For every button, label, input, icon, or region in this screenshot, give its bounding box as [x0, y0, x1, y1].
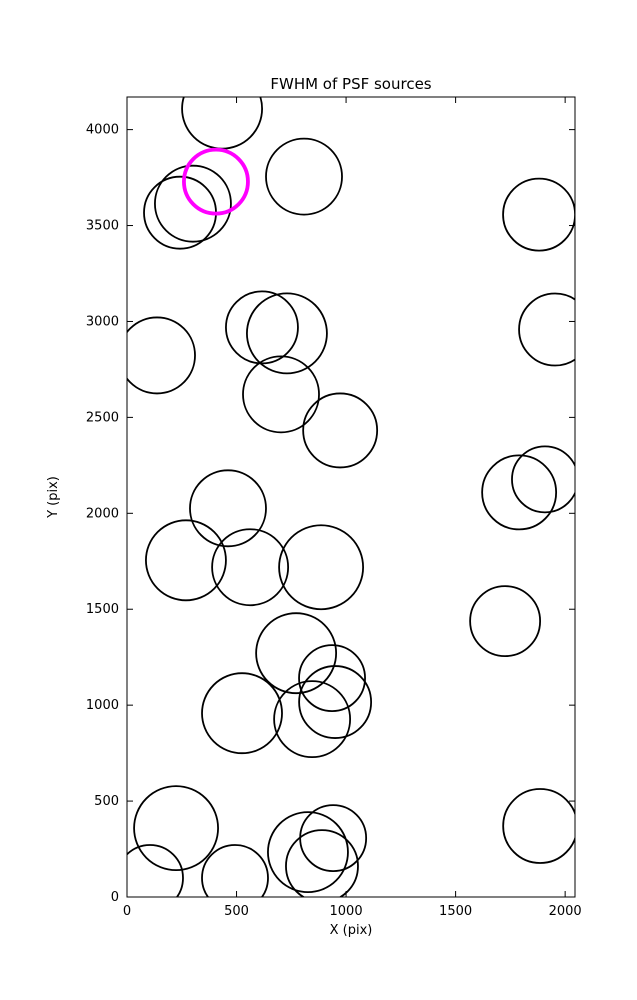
psf-source-circle [145, 519, 227, 602]
psf-source-circle [518, 292, 575, 367]
tick-labels-group: 0 500 1000 1500 2000 0 500 1000 1500 2000 2500 3000… [86, 123, 582, 919]
psf-source-circle [127, 316, 196, 395]
psf-source-circle [181, 97, 263, 150]
y-tick-label: 4000 [86, 123, 119, 138]
psf-source-circle [273, 680, 352, 759]
x-tick-label: 1500 [439, 904, 472, 919]
psf-source-circle [302, 392, 379, 469]
psf-source-circle [211, 528, 290, 607]
axis-ticks-group [126, 97, 575, 898]
y-tick-label: 1500 [86, 602, 119, 617]
psf-source-circle [242, 355, 320, 434]
psf-source-circle [265, 137, 343, 216]
psf-source-circle [298, 644, 366, 713]
highlighted-psf-source-circle [182, 147, 250, 216]
psf-source-circle [255, 612, 338, 695]
psf-source-circle [201, 844, 269, 897]
psf-source-circle [502, 788, 575, 864]
y-tick-label: 1000 [86, 698, 119, 713]
psf-source-circle [246, 292, 328, 375]
y-tick-label: 2500 [86, 410, 119, 425]
x-axis-label: X (pix) [330, 923, 373, 938]
psf-source-circle [267, 811, 349, 894]
psf-source-circle [189, 469, 267, 548]
y-tick-label: 0 [111, 890, 119, 905]
psf-source-circle [298, 665, 373, 739]
psf-circles-group [127, 97, 575, 897]
psf-source-circle [278, 524, 364, 611]
psf-source-circle [469, 585, 542, 658]
y-axis-label: Y (pix) [46, 476, 61, 519]
psf-source-circle [225, 290, 299, 365]
plot-title: FWHM of PSF sources [270, 75, 431, 93]
psf-source-circle [481, 454, 558, 531]
psf-source-circle [201, 672, 283, 755]
psf-source-circle [511, 445, 575, 514]
psf-source-circle [285, 829, 359, 897]
x-tick-label: 0 [123, 904, 131, 919]
y-tick-label: 3000 [86, 314, 119, 329]
x-tick-label: 2000 [549, 904, 582, 919]
psf-source-circle [127, 844, 184, 897]
plot-frame [126, 96, 576, 898]
x-tick-label: 500 [224, 904, 249, 919]
y-tick-label: 500 [94, 794, 119, 809]
psf-source-circle [133, 785, 219, 872]
x-tick-label: 1000 [330, 904, 363, 919]
y-tick-label: 2000 [86, 506, 119, 521]
psf-source-circle [502, 177, 575, 252]
y-tick-label: 3500 [86, 219, 119, 234]
psf-source-circle [154, 164, 232, 243]
psf-source-circle [299, 804, 368, 873]
